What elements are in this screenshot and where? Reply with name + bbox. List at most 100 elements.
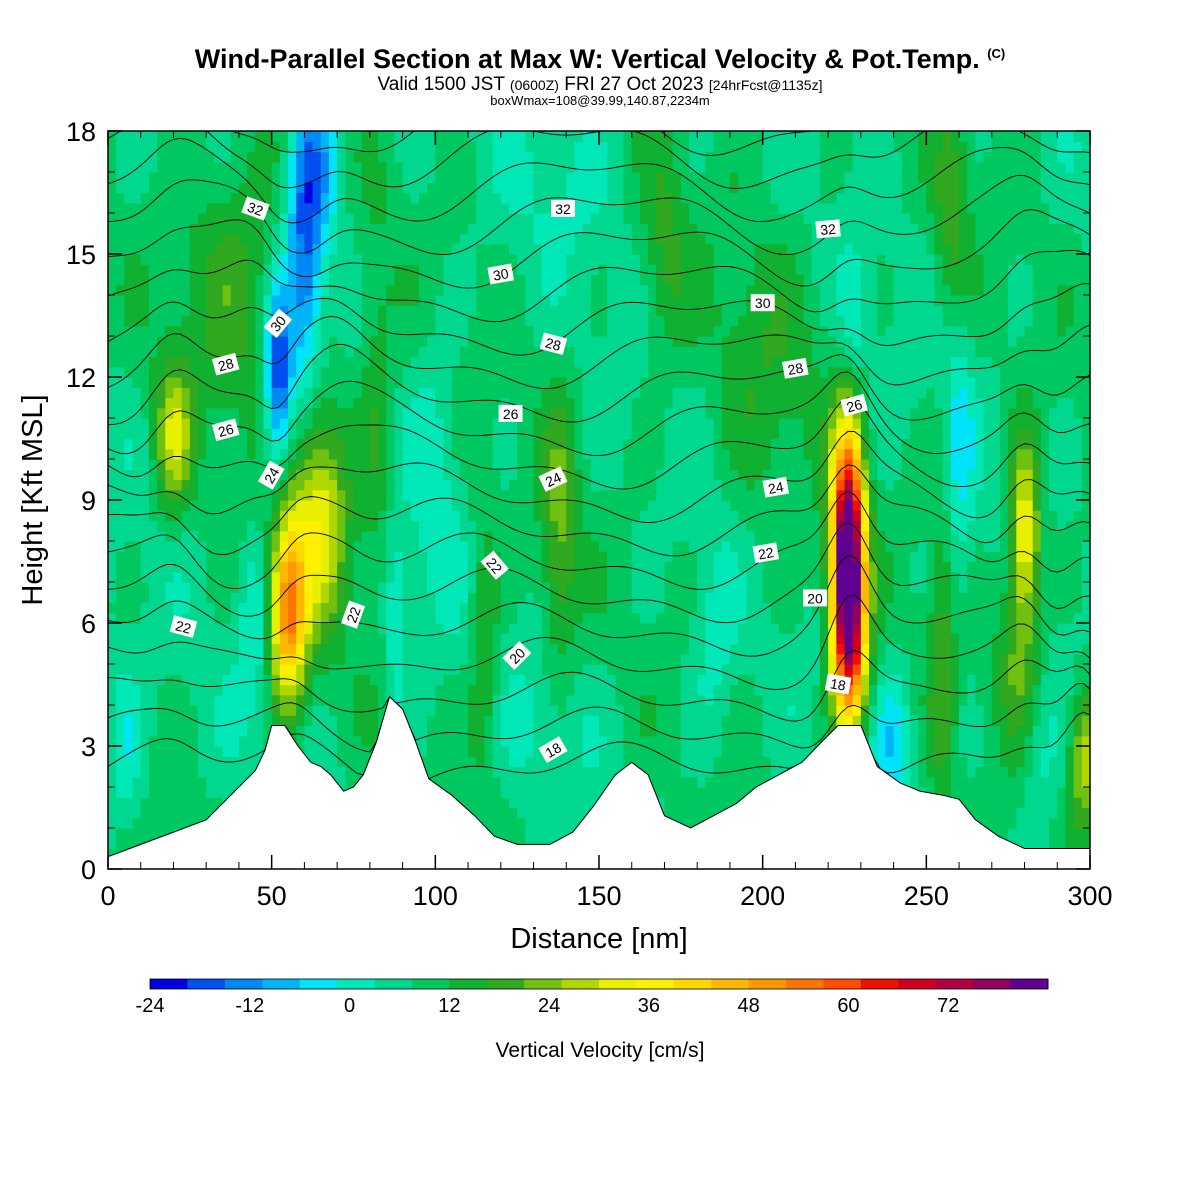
heatmap-cell [132,561,142,573]
heatmap-cell [271,694,281,706]
heatmap-cell [427,674,436,686]
heatmap-cell [214,387,224,399]
heatmap-cell [198,561,207,573]
heatmap-cell [288,469,297,481]
heatmap-cell [402,448,412,460]
heatmap-cell [271,561,281,573]
heatmap-cell [558,418,567,429]
heatmap-cell [353,387,363,399]
heatmap-cell [639,500,649,511]
heatmap-cell [410,705,420,716]
heatmap-cell [312,325,322,337]
heatmap-cell [541,561,551,573]
heatmap-cell [165,725,175,737]
heatmap-cell [263,500,273,511]
heatmap-cell [648,520,657,532]
heatmap-cell [345,489,355,501]
heatmap-cell [410,530,420,542]
heatmap-cell [304,459,314,470]
heatmap-cell [263,305,273,317]
heatmap-cell [198,489,207,501]
heatmap-cell [345,469,355,481]
title-tag: (C) [987,46,1006,61]
heatmap-cell [435,530,445,542]
heatmap-cell [263,346,273,358]
heatmap-cell [132,551,142,563]
heatmap-cell [451,182,461,194]
heatmap-cell [189,582,199,593]
heatmap-cell [181,213,191,224]
heatmap-cell [500,192,510,204]
heatmap-cell [418,746,428,757]
chart-subtitle: Valid 1500 JST (0600Z) FRI 27 Oct 2023 [… [0,74,1200,96]
heatmap-cell [238,653,248,665]
heatmap-cell [189,633,199,645]
heatmap-cell [672,735,682,747]
heatmap-cell [590,664,600,675]
heatmap-cell [664,756,674,768]
heatmap-cell [132,295,142,306]
heatmap-cell [165,151,175,163]
heatmap-cell [664,633,674,645]
heatmap-cell [410,233,420,245]
heatmap-cell [378,418,387,429]
heatmap-cell [255,151,265,163]
heatmap-cell [198,459,207,470]
heatmap-cell [108,161,117,173]
heatmap-cell [247,336,256,347]
heatmap-cell [459,243,469,255]
heatmap-cell [337,776,346,788]
heatmap-cell [566,366,576,378]
heatmap-cell [656,182,666,194]
heatmap-cell [664,213,674,224]
heatmap-cell [582,735,592,747]
heatmap-cell [468,623,477,634]
heatmap-cell [590,131,600,142]
heatmap-cell [525,448,535,460]
heatmap-cell [247,592,256,604]
heatmap-cell [132,131,142,142]
heatmap-cell [288,397,297,409]
valid-time: Valid 1500 JST [377,74,505,95]
heatmap-cell [607,213,616,224]
heatmap-cell [435,653,445,665]
heatmap-cell [124,295,134,306]
heatmap-cell [337,715,346,727]
heatmap-cell [173,284,183,296]
heatmap-cell [648,612,657,624]
heatmap-cell [328,715,338,727]
heatmap-cell [476,192,486,204]
heatmap-cell [394,510,404,522]
heatmap-cell [255,694,265,706]
heatmap-cell [181,530,191,542]
heatmap-cell [165,397,175,409]
heatmap-cell [165,735,175,747]
heatmap-cell [459,192,469,204]
heatmap-cell [394,131,404,142]
heatmap-cell [230,602,240,614]
heatmap-cell [639,213,649,224]
heatmap-cell [108,848,117,860]
heatmap-cell [566,807,576,819]
heatmap-cell [525,202,535,214]
heatmap-cell [108,674,117,686]
heatmap-cell [525,828,535,839]
heatmap-cell [140,469,150,481]
heatmap-cell [615,438,625,450]
heatmap-cell [582,787,592,798]
heatmap-cell [664,366,674,378]
heatmap-cell [394,182,404,194]
heatmap-cell [116,377,125,388]
heatmap-cell [140,336,150,347]
heatmap-cell [230,264,240,276]
heatmap-cell [337,438,346,450]
heatmap-cell [500,356,510,368]
heatmap-cell [517,315,526,327]
heatmap-cell [222,725,232,737]
heatmap-cell [656,254,666,265]
heatmap-cell [468,274,477,286]
heatmap-cell [582,756,592,768]
heatmap-cell [148,828,158,839]
heatmap-cell [639,356,649,368]
heatmap-cell [271,377,281,388]
